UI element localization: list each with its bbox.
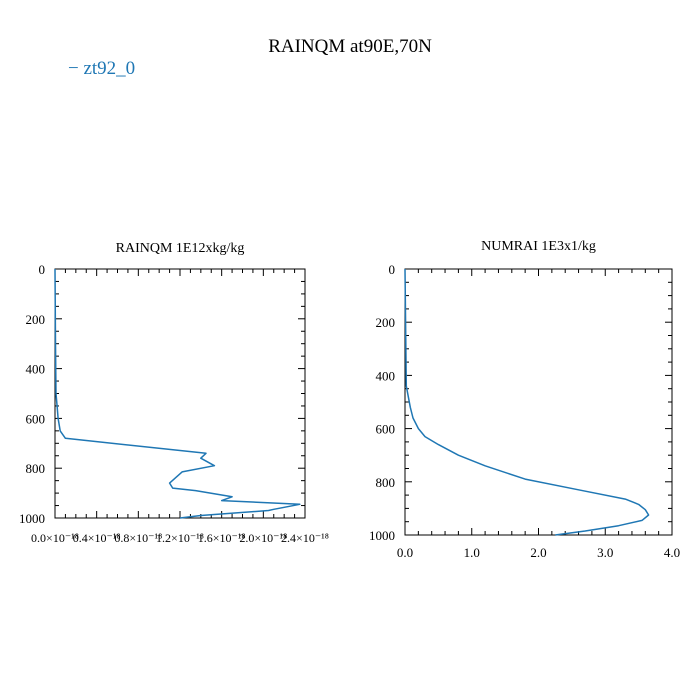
y-tick-label: 800 [26, 461, 46, 476]
x-tick-label: 1.0 [464, 545, 480, 560]
y-tick-label: 400 [26, 362, 46, 377]
x-tick-label: 3.0 [597, 545, 613, 560]
plot-frame [404, 268, 673, 536]
y-tick-label: 600 [376, 422, 396, 437]
x-tick-label: 1.6×10⁻¹⁸ [198, 531, 246, 545]
page-title: RAINQM at90E,70N [268, 36, 432, 57]
y-tick-label: 0 [39, 262, 46, 277]
x-tick-label: 2.0×10⁻¹⁸ [239, 531, 287, 545]
y-tick-label: 200 [376, 315, 396, 330]
x-tick-label: 0.8×10⁻¹⁸ [114, 531, 162, 545]
y-tick-label: 400 [376, 368, 396, 383]
y-tick-label: 200 [26, 312, 46, 327]
plot-frame [54, 268, 306, 519]
chart-1: RAINQM 1E12xkg/kg 0 200 400 600 800 1000 0.0×10… [19, 241, 329, 545]
series-line [54, 268, 301, 519]
x-tick-label: 1.2×10⁻¹⁸ [156, 531, 204, 545]
x-tick-label: 0.0 [397, 545, 413, 560]
y-tick-label: 1000 [19, 511, 45, 526]
x-tick-label: 0.0×10⁻¹⁸ [31, 531, 79, 545]
y-tick-label: 600 [26, 411, 46, 426]
x-tick-label: 4.0 [664, 545, 680, 560]
legend-label: zt92_0 [83, 58, 136, 79]
legend-line-icon: − [68, 58, 79, 79]
chart-title: RAINQM 1E12xkg/kg [116, 241, 245, 256]
y-tick-label: 1000 [369, 528, 395, 543]
x-tick-label: 2.0 [530, 545, 546, 560]
series-line [404, 268, 650, 536]
chart-title: NUMRAI 1E3x1/kg [481, 239, 596, 254]
legend: − zt92_0 [68, 58, 135, 80]
y-tick-label: 800 [376, 475, 396, 490]
x-tick-label: 0.4×10⁻¹⁸ [73, 531, 121, 545]
x-tick-label: 2.4×10⁻¹⁸ [281, 531, 329, 545]
y-tick-label: 0 [389, 262, 396, 277]
